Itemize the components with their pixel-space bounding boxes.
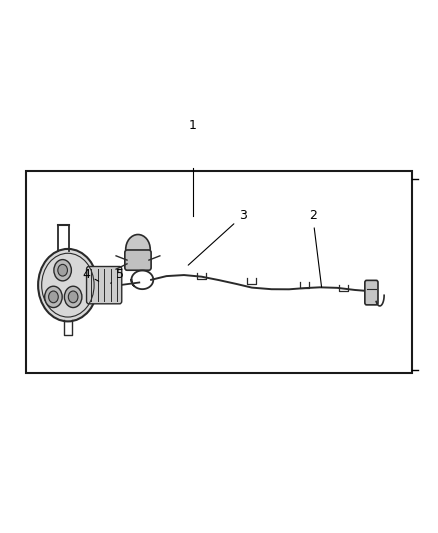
Text: 4: 4 [82,268,99,281]
Circle shape [126,235,150,264]
Circle shape [38,249,98,321]
Text: 3: 3 [188,209,247,265]
FancyBboxPatch shape [125,250,151,270]
Text: 1: 1 [189,119,197,132]
Circle shape [49,291,58,303]
Circle shape [68,291,78,303]
Circle shape [64,286,82,308]
FancyBboxPatch shape [365,280,378,305]
Circle shape [45,286,62,308]
Bar [26,171,412,373]
Text: 2: 2 [309,209,321,287]
Text: 5: 5 [111,268,124,283]
Circle shape [58,264,67,276]
Circle shape [54,260,71,281]
FancyBboxPatch shape [87,266,122,304]
